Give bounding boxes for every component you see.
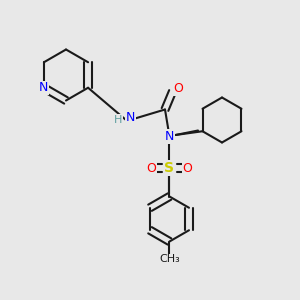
Text: S: S	[164, 161, 175, 175]
Text: O: O	[173, 82, 183, 95]
Text: N: N	[126, 111, 135, 124]
Text: O: O	[183, 161, 192, 175]
Text: H: H	[114, 115, 123, 125]
Text: O: O	[147, 161, 156, 175]
Text: N: N	[165, 130, 174, 143]
Text: CH₃: CH₃	[159, 254, 180, 265]
Text: N: N	[39, 81, 49, 94]
